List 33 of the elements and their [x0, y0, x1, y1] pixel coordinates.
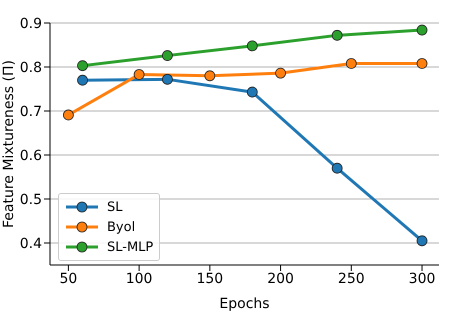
x-tick-label: 150: [196, 270, 224, 287]
point: [332, 30, 343, 41]
legend-label: Byol: [107, 220, 136, 234]
point: [332, 162, 343, 174]
point: [416, 235, 428, 246]
point: [162, 50, 173, 61]
legend-label: SL-MLP: [107, 240, 154, 254]
point: [416, 24, 428, 36]
x-tick-label: 50: [59, 270, 78, 287]
y-axis-title: Feature Mixtureness (Π): [1, 60, 17, 228]
point: [77, 74, 88, 86]
point: [246, 86, 258, 98]
point: [62, 110, 74, 120]
point: [134, 69, 145, 80]
x-tick-label: 100: [126, 270, 152, 287]
x-axis-title: Epochs: [219, 296, 270, 312]
point: [162, 74, 173, 85]
x-tick-label: 200: [267, 270, 294, 287]
y-tick-label: 0.4: [20, 236, 42, 252]
point: [246, 40, 258, 52]
point: [77, 60, 88, 72]
y-tick-label: 0.7: [20, 104, 42, 120]
legend-label: SL: [107, 200, 122, 214]
x-tick-label: 250: [338, 270, 365, 287]
point: [275, 68, 286, 79]
point: [204, 70, 216, 82]
y-tick-label: 0.5: [20, 192, 42, 208]
y-tick-label: 0.8: [20, 60, 42, 76]
y-tick-label: 0.6: [20, 148, 42, 164]
point: [416, 58, 428, 69]
point: [346, 58, 357, 69]
y-tick-label: 0.9: [20, 16, 42, 32]
x-tick-label: 300: [408, 270, 436, 287]
